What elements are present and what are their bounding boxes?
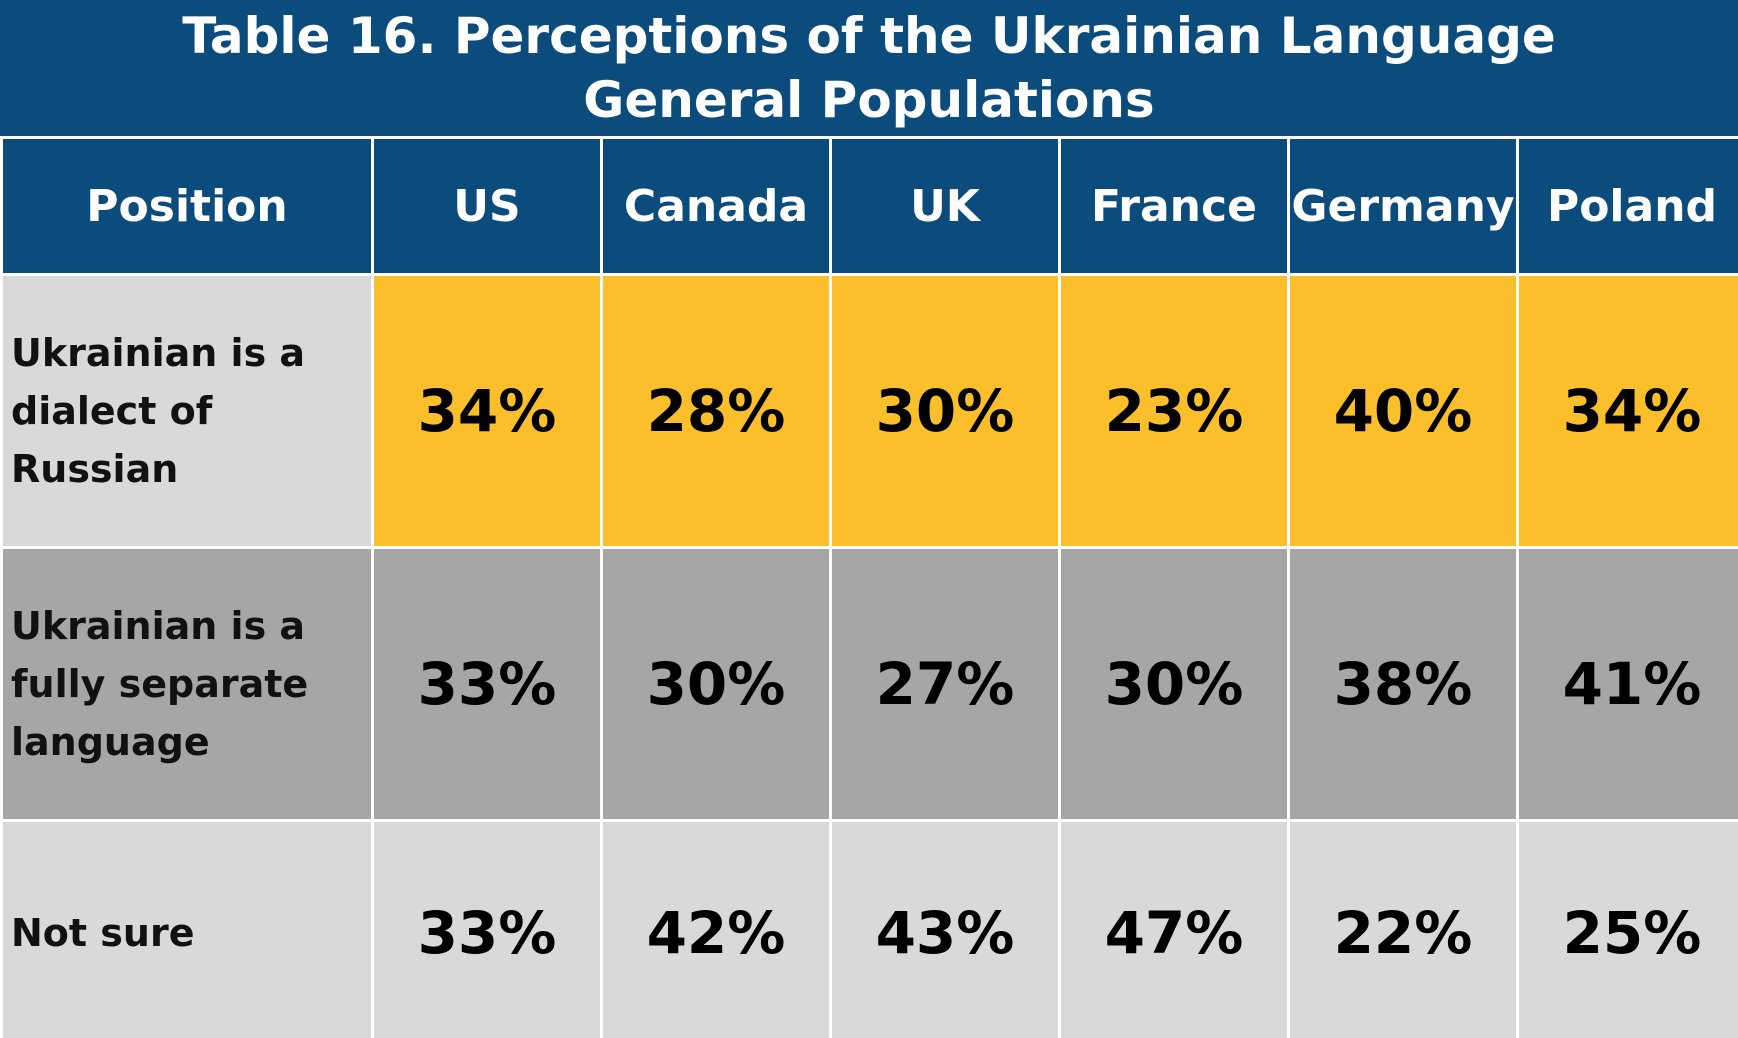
row-label-line: dialect of <box>11 389 213 433</box>
column-header-position: Position <box>0 136 374 276</box>
cell-notsure-poland: 25% <box>1516 819 1738 1038</box>
row-label-line: Not sure <box>11 911 195 955</box>
table-title: Table 16. Perceptions of the Ukrainian L… <box>0 0 1738 136</box>
table-row-dialect: Ukrainian is a dialect of Russian 34% 28… <box>0 273 1738 549</box>
table-title-line-2: General Populations <box>583 71 1155 129</box>
cell-separate-canada: 30% <box>600 546 832 822</box>
data-table: Position US Canada UK France Germany Pol… <box>0 136 1738 1038</box>
cell-dialect-uk: 30% <box>829 273 1061 549</box>
row-label-line: Ukrainian is a <box>11 331 306 375</box>
cell-separate-germany: 38% <box>1287 546 1519 822</box>
column-header-canada: Canada <box>600 136 832 276</box>
cell-dialect-france: 23% <box>1058 273 1290 549</box>
row-label-line: Ukrainian is a <box>11 604 306 648</box>
row-label-line: language <box>11 720 210 764</box>
column-header-uk: UK <box>829 136 1061 276</box>
cell-notsure-germany: 22% <box>1287 819 1519 1038</box>
cell-separate-us: 33% <box>371 546 603 822</box>
cell-dialect-germany: 40% <box>1287 273 1519 549</box>
cell-separate-poland: 41% <box>1516 546 1738 822</box>
cell-notsure-canada: 42% <box>600 819 832 1038</box>
row-label-line: Russian <box>11 447 179 491</box>
row-label-dialect: Ukrainian is a dialect of Russian <box>0 273 374 549</box>
table-row-separate-language: Ukrainian is a fully separate language 3… <box>0 546 1738 822</box>
table-row-not-sure: Not sure 33% 42% 43% 47% 22% 25% <box>0 819 1738 1038</box>
column-header-france: France <box>1058 136 1290 276</box>
column-header-poland: Poland <box>1516 136 1738 276</box>
column-header-germany: Germany <box>1287 136 1519 276</box>
cell-separate-uk: 27% <box>829 546 1061 822</box>
cell-notsure-us: 33% <box>371 819 603 1038</box>
cell-notsure-uk: 43% <box>829 819 1061 1038</box>
cell-notsure-france: 47% <box>1058 819 1290 1038</box>
header-row: Position US Canada UK France Germany Pol… <box>0 136 1738 276</box>
table-title-line-1: Table 16. Perceptions of the Ukrainian L… <box>182 7 1556 65</box>
cell-dialect-poland: 34% <box>1516 273 1738 549</box>
row-label-separate-language: Ukrainian is a fully separate language <box>0 546 374 822</box>
column-header-us: US <box>371 136 603 276</box>
row-label-not-sure: Not sure <box>0 819 374 1038</box>
cell-separate-france: 30% <box>1058 546 1290 822</box>
cell-dialect-us: 34% <box>371 273 603 549</box>
row-label-line: fully separate <box>11 662 309 706</box>
cell-dialect-canada: 28% <box>600 273 832 549</box>
